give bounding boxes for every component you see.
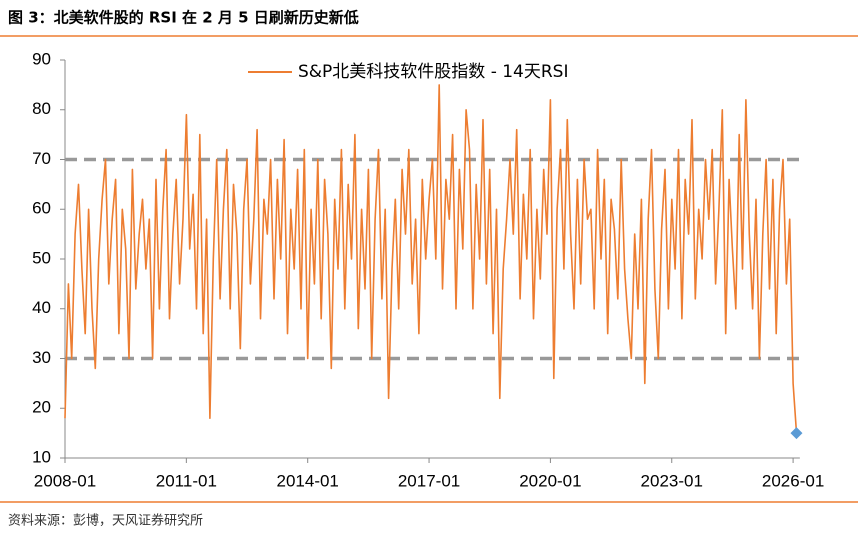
y-tick-label: 40 <box>32 298 51 317</box>
y-tick-label: 30 <box>32 348 51 367</box>
x-tick-label: 2023-01 <box>641 471 703 490</box>
y-tick-label: 20 <box>32 398 51 417</box>
chart-title: 图 3：北美软件股的 RSI 在 2 月 5 日刷新历史新低 <box>8 9 359 27</box>
x-tick-label: 2011-01 <box>156 471 217 490</box>
x-tick-label: 2026-01 <box>762 471 824 490</box>
y-tick-label: 70 <box>32 149 51 168</box>
y-tick-label: 60 <box>32 199 51 218</box>
x-tick-label: 2014-01 <box>277 471 339 490</box>
y-tick-label: 80 <box>32 99 51 118</box>
rsi-line <box>64 84 798 434</box>
x-tick-label: 2020-01 <box>519 471 581 490</box>
y-tick-label: 90 <box>32 49 51 68</box>
legend-label: S&P北美科技软件股指数 - 14天RSI <box>298 62 569 82</box>
x-tick-label: 2017-01 <box>398 471 460 490</box>
x-tick-label: 2008-01 <box>34 471 96 490</box>
highlight-marker <box>790 427 803 440</box>
y-tick-label: 50 <box>32 248 51 267</box>
y-tick-label: 10 <box>32 447 51 466</box>
source-note: 资料来源：彭博，天风证券研究所 <box>8 513 203 529</box>
